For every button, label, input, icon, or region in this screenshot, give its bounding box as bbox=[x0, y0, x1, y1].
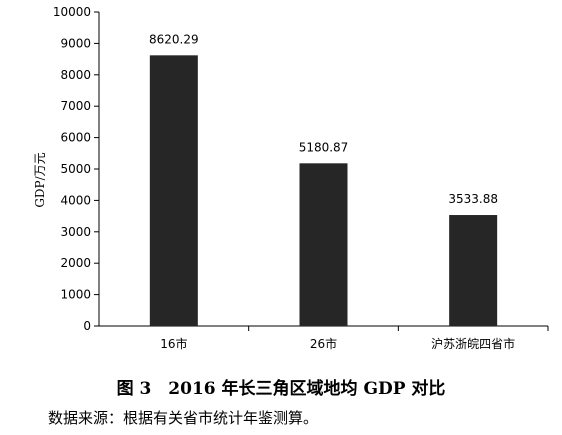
y-tick-label: 0 bbox=[83, 319, 91, 333]
bar bbox=[149, 55, 198, 326]
chart-bars bbox=[149, 55, 498, 326]
bar-value-label: 5180.87 bbox=[299, 140, 349, 154]
bar-value-label: 3533.88 bbox=[448, 192, 498, 206]
y-tick-label: 5000 bbox=[60, 162, 91, 176]
y-tick-label: 6000 bbox=[60, 131, 91, 145]
y-axis-ticks: 0 1000 2000 3000 4000 5000 6000 7000 8000 9000 100… bbox=[53, 5, 99, 333]
data-source-note: 数据来源：根据有关省市统计年鉴测算。 bbox=[48, 409, 319, 427]
y-tick-label: 4000 bbox=[60, 193, 91, 207]
figure-caption: 图 3 2016 年长三角区域地均 GDP 对比 bbox=[116, 379, 446, 399]
y-tick-label: 8000 bbox=[60, 68, 91, 82]
x-tick-label: 沪苏浙皖四省市 bbox=[431, 336, 515, 351]
y-tick-label: 7000 bbox=[60, 99, 91, 113]
bar bbox=[299, 163, 348, 326]
bar-chart: 0 1000 2000 3000 4000 5000 6000 7000 8000 9000 100… bbox=[33, 5, 549, 351]
x-tick-label: 26市 bbox=[310, 336, 337, 351]
bar-value-labels: 8620.29 5180.87 3533.88 bbox=[149, 32, 498, 206]
x-tick-label: 16市 bbox=[160, 336, 187, 351]
bar-value-label: 8620.29 bbox=[149, 32, 199, 46]
y-tick-label: 9000 bbox=[60, 36, 91, 50]
x-axis-ticks: 16市 26市 沪苏浙皖四省市 bbox=[160, 326, 549, 351]
y-tick-label: 3000 bbox=[60, 225, 91, 239]
y-axis-label: GDP/万元 bbox=[33, 152, 47, 207]
y-tick-label: 1000 bbox=[60, 288, 91, 302]
y-tick-label: 10000 bbox=[53, 5, 91, 19]
bar bbox=[449, 215, 498, 326]
y-tick-label: 2000 bbox=[60, 256, 91, 270]
